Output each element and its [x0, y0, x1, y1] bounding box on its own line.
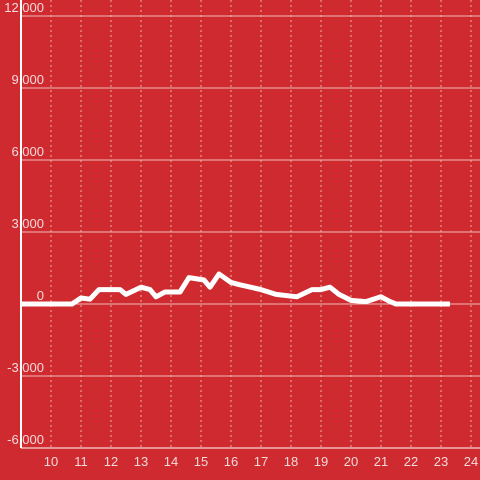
x-tick-label: 24 — [464, 454, 478, 469]
data-line — [21, 271, 450, 307]
x-tick-label: 19 — [314, 454, 328, 469]
y-tick-label: 6,000 — [11, 144, 44, 159]
y-tick-label: -6,000 — [7, 432, 44, 447]
x-tick-label: 20 — [344, 454, 358, 469]
x-tick-label: 12 — [104, 454, 118, 469]
x-tick-label: 22 — [404, 454, 418, 469]
y-tick-label: 3,000 — [11, 216, 44, 231]
x-tick-label: 16 — [224, 454, 238, 469]
x-tick-label: 13 — [134, 454, 148, 469]
x-tick-label: 11 — [74, 454, 88, 469]
y-tick-label: 0 — [37, 288, 44, 303]
x-tick-label: 10 — [44, 454, 58, 469]
y-tick-label: 9,000 — [11, 72, 44, 87]
y-tick-label: -3,000 — [7, 360, 44, 375]
x-tick-label: 17 — [254, 454, 268, 469]
x-tick-label: 14 — [164, 454, 178, 469]
x-tick-label: 18 — [284, 454, 298, 469]
x-tick-label: 21 — [374, 454, 388, 469]
y-tick-label: 12,000 — [4, 0, 44, 15]
x-tick-label: 23 — [434, 454, 448, 469]
x-tick-label: 15 — [194, 454, 208, 469]
